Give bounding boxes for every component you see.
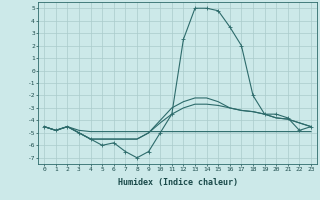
X-axis label: Humidex (Indice chaleur): Humidex (Indice chaleur) (118, 178, 238, 187)
